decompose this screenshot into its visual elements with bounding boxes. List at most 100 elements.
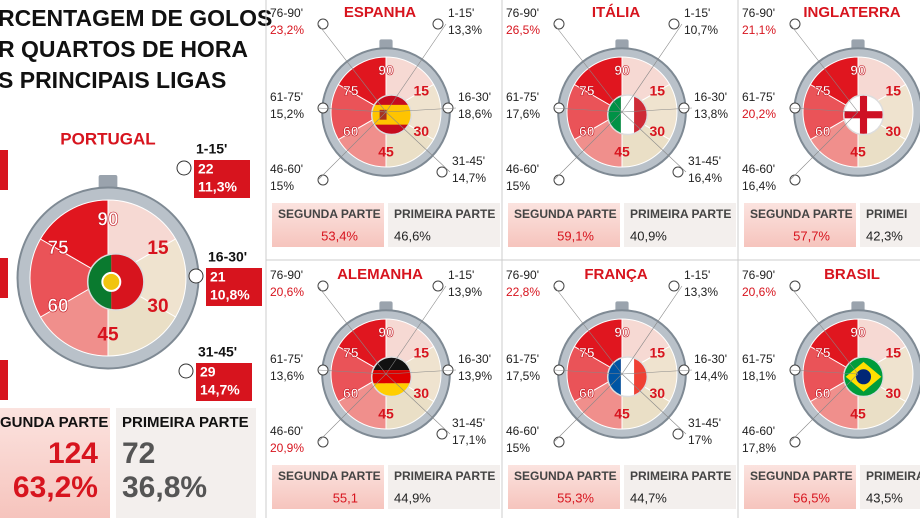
clock-wedge (573, 56, 623, 113)
clock-wedge (39, 277, 109, 357)
percent: 13,3% (684, 285, 718, 299)
period: 31-45' (688, 416, 721, 430)
clock-number: 15 (885, 82, 901, 98)
flag-rim (606, 94, 649, 136)
half-percent: 57,7% (793, 228, 830, 243)
percent: 10,7% (684, 23, 718, 37)
half-percent: 53,4% (321, 228, 358, 243)
half-label: SEGUNDA PARTE (750, 469, 853, 483)
ball-icon (672, 428, 684, 440)
percent: 13,9% (458, 369, 492, 383)
percent: 22,8% (506, 285, 540, 299)
half-box (388, 465, 500, 509)
period: 16-30' (208, 249, 247, 265)
clock-number: 60 (579, 123, 595, 139)
ball-icon (188, 268, 204, 284)
connector (621, 369, 693, 375)
connector (621, 107, 693, 113)
clock-wedge (802, 83, 859, 141)
percent: 16,4% (688, 171, 722, 185)
half-percent: 55,3% (557, 490, 594, 505)
clock-number: 75 (47, 238, 69, 259)
percent: 11,3% (198, 179, 237, 195)
ball-icon (789, 174, 801, 186)
title-line: RCENTAGEM DE GOLOS (0, 5, 272, 31)
clock-wedge (330, 83, 387, 141)
percent: 14,7% (452, 171, 486, 185)
flag-rim (842, 356, 885, 398)
clock-wedge (857, 83, 914, 141)
half-label: PRIMEIRA PARTE (394, 207, 495, 221)
ball-icon (789, 280, 801, 292)
period: 46-60' (742, 162, 775, 176)
period: 46-60' (270, 424, 303, 438)
percent: 21,1% (742, 23, 776, 37)
half-percent: 55,1 (333, 490, 358, 505)
clock-number: 15 (885, 344, 901, 360)
period: 1-15' (448, 6, 474, 20)
clock-wedge (29, 238, 110, 318)
flag-rim (842, 94, 885, 136)
period: 76-90' (506, 6, 539, 20)
connector (789, 373, 859, 443)
ball-icon (317, 280, 329, 292)
clock-wedge (337, 373, 387, 430)
half-percent: 36,8% (122, 471, 207, 504)
connector (621, 373, 687, 435)
ball-icon (436, 166, 448, 178)
half-percent: 56,5% (793, 490, 830, 505)
percent: 17,8% (742, 441, 776, 455)
half-box (508, 465, 620, 509)
clock-number: 75 (815, 344, 831, 360)
clock-number: 30 (885, 385, 901, 401)
half-label: GUNDA PARTE (0, 414, 108, 431)
flag (371, 94, 412, 135)
half-goals: 124 (48, 437, 98, 470)
connector (385, 111, 451, 173)
percent: 17,1% (452, 433, 486, 447)
clock-number: 45 (614, 143, 630, 159)
title-line: S PRINCIPAIS LIGAS (0, 67, 226, 93)
clock-number: 60 (343, 123, 359, 139)
clock-wedge (39, 199, 109, 279)
period: 31-45' (688, 154, 721, 168)
connector (553, 285, 623, 375)
clock-number: 30 (413, 385, 429, 401)
clock-number: 15 (649, 344, 665, 360)
percent: 20,9% (270, 441, 304, 455)
clock-wedge (573, 373, 623, 430)
half-box (744, 203, 856, 247)
period: 76-90' (506, 268, 539, 282)
percent: 26,5% (506, 23, 540, 37)
half-percent: 44,9% (394, 490, 431, 505)
ball-icon (789, 436, 801, 448)
clock-number: 60 (815, 385, 831, 401)
clock-wedge (809, 56, 859, 113)
ball-icon (553, 18, 565, 30)
half-label: PRIMEIRA PARTE (866, 469, 920, 483)
percent: 10,8% (210, 287, 250, 303)
clock-number: 90 (614, 62, 630, 78)
percent: 15% (506, 441, 530, 455)
connector (385, 285, 447, 375)
half-box (0, 408, 110, 518)
ball-icon (553, 436, 565, 448)
ball-icon (317, 18, 329, 30)
clock-wedge (337, 111, 387, 168)
country-name: ALEMANHA (337, 266, 423, 283)
connector (385, 107, 457, 113)
half-label: SEGUNDA PARTE (278, 207, 381, 221)
ball-icon (789, 18, 801, 30)
period: 46-60' (506, 162, 539, 176)
half-label: SEGUNDA PARTE (514, 207, 617, 221)
period: 31-45' (452, 154, 485, 168)
connector (621, 23, 683, 113)
flag-part (620, 94, 635, 135)
clock-number: 30 (649, 385, 665, 401)
clock-number: 45 (378, 143, 394, 159)
period: 1-15' (684, 268, 710, 282)
clock-wedge (802, 345, 859, 403)
half-box (860, 203, 920, 247)
percent: 14,4% (694, 369, 728, 383)
